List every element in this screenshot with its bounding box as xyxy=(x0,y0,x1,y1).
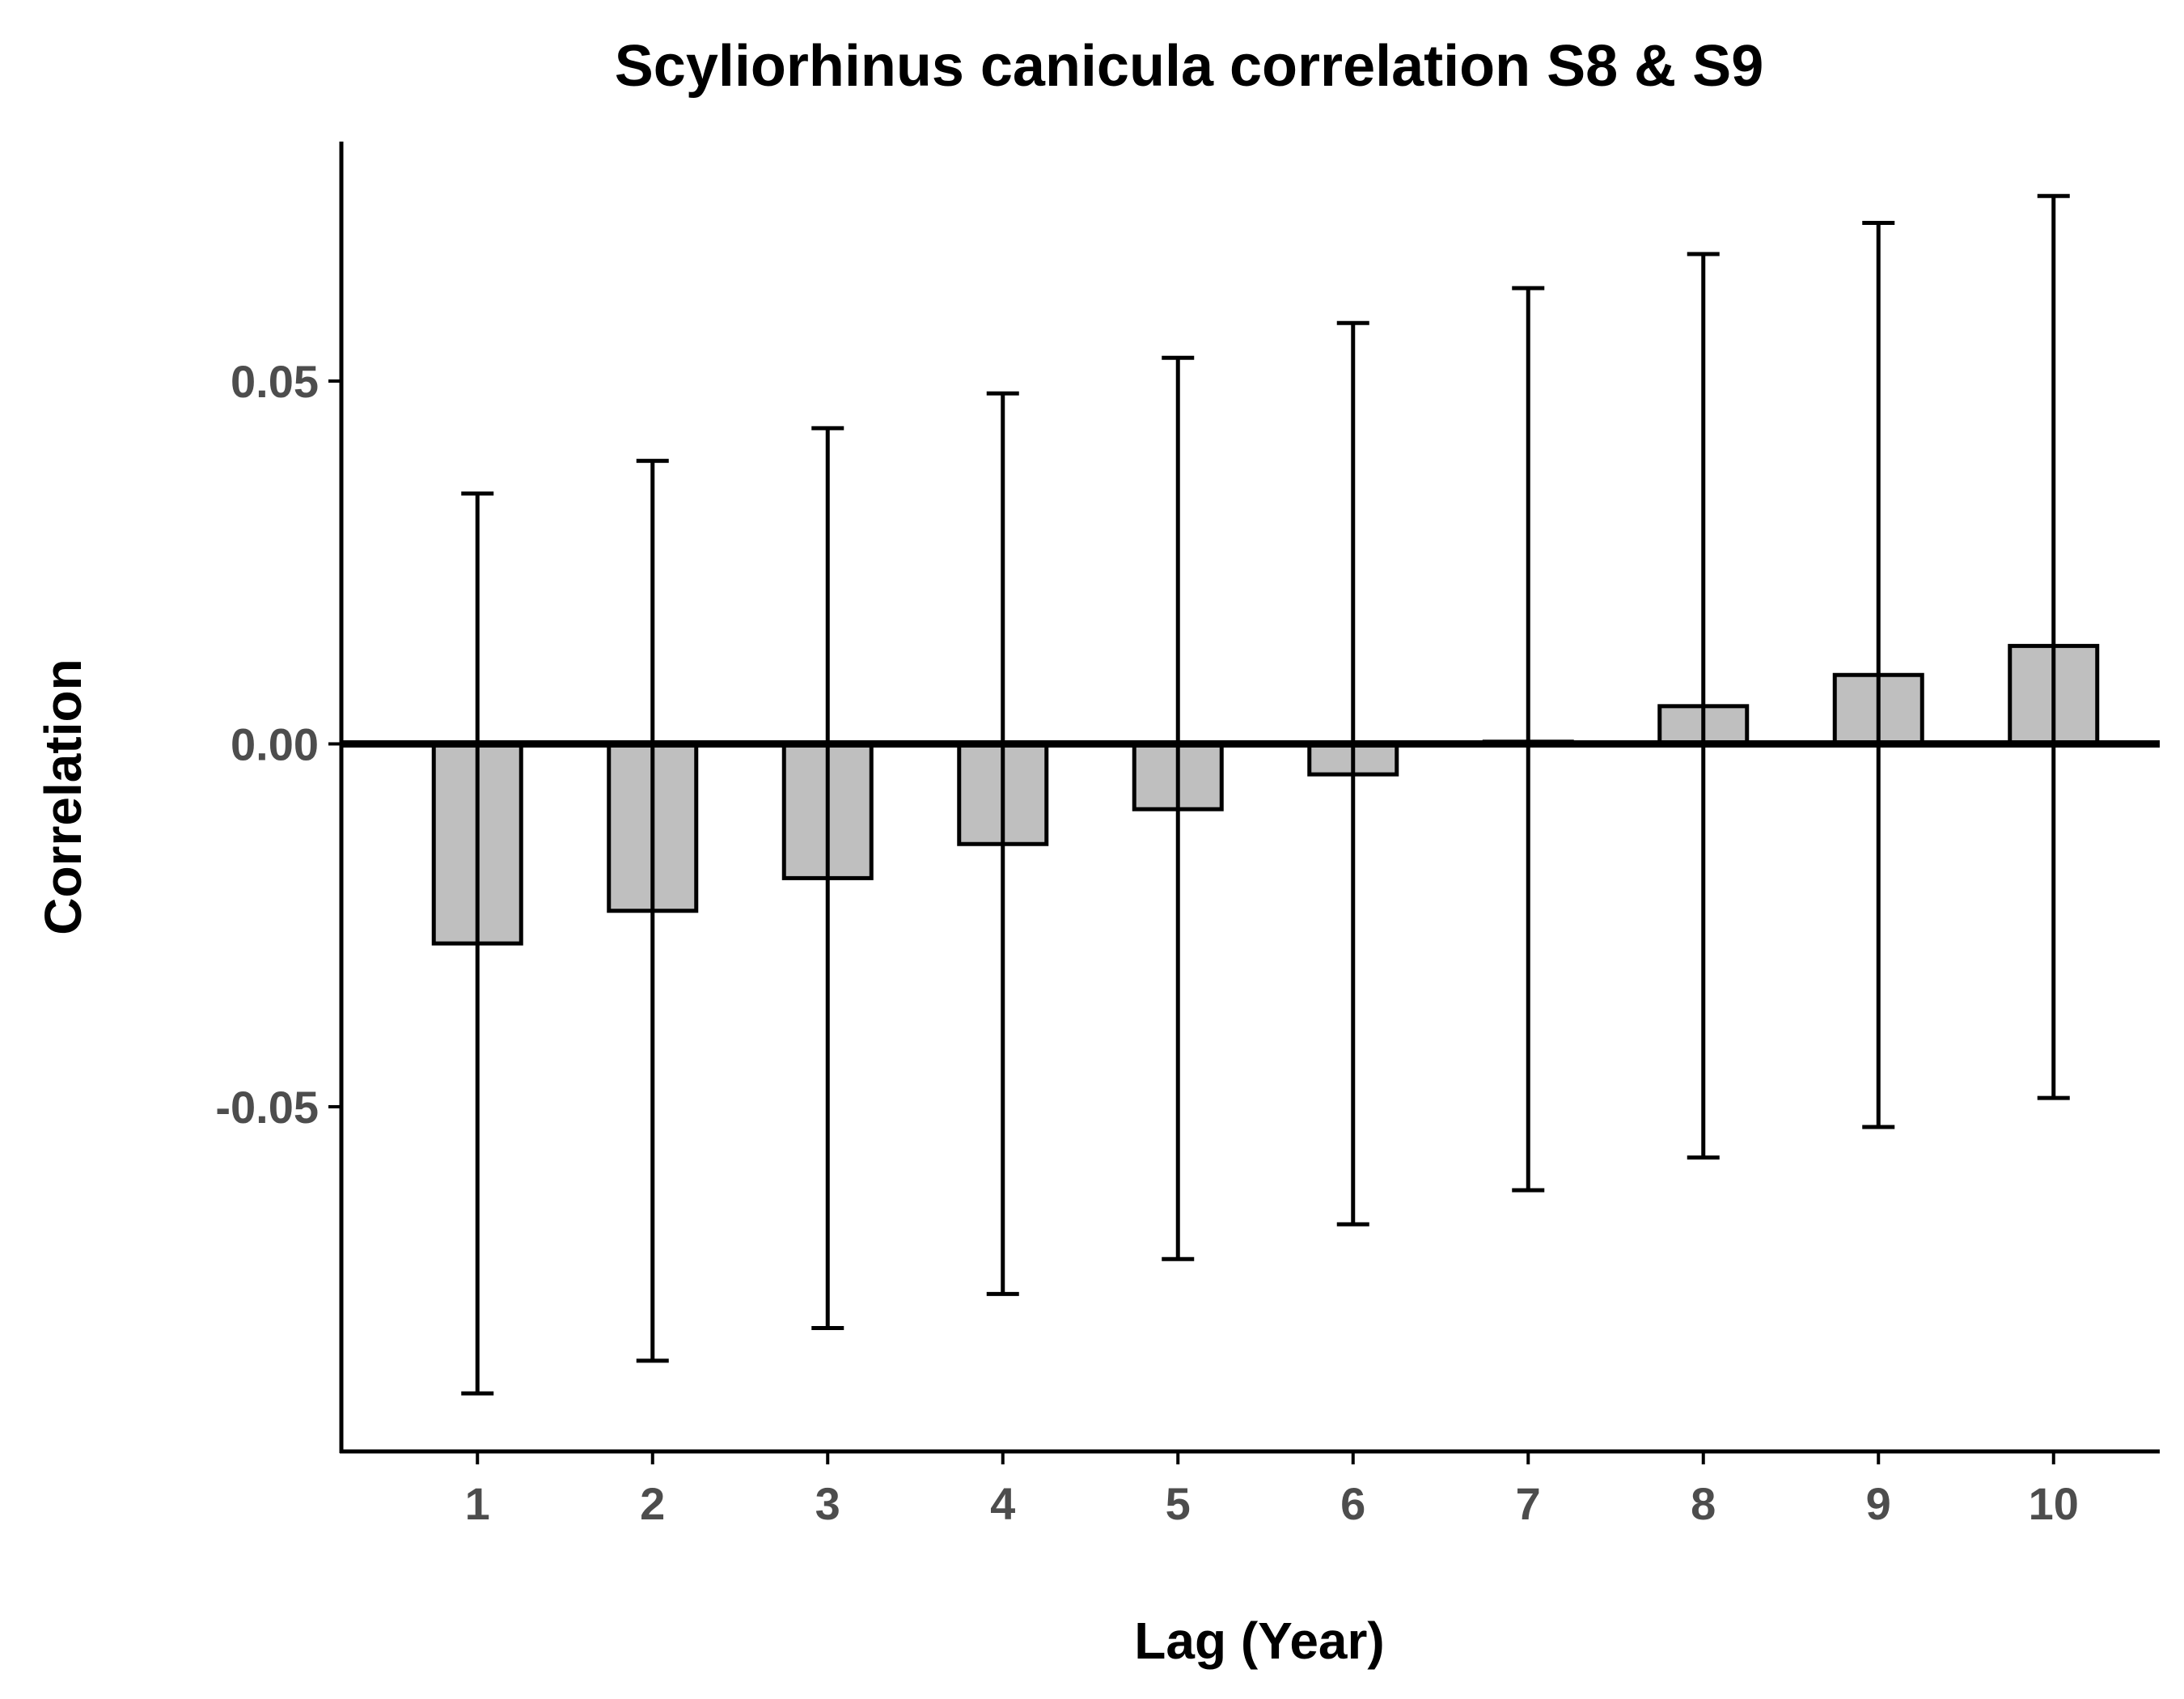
x-tick-label: 10 xyxy=(2029,1478,2079,1529)
x-axis-title: Lag (Year) xyxy=(1134,1612,1384,1670)
x-tick-label: 1 xyxy=(465,1478,490,1529)
x-tick-label: 7 xyxy=(1516,1478,1541,1529)
x-tick-label: 2 xyxy=(640,1478,665,1529)
y-tick-label: 0.00 xyxy=(231,718,319,769)
y-tick-label: 0.05 xyxy=(231,356,319,407)
chart-title: Scyliorhinus canicula correlation S8 & S… xyxy=(615,34,1764,99)
x-tick-label: 6 xyxy=(1340,1478,1365,1529)
y-tick-label: -0.05 xyxy=(215,1082,319,1133)
plot-area: -0.05 0.00 0.05 1 2 3 4 5 6 7 8 9 10 xyxy=(215,142,2160,1529)
x-tick-label: 8 xyxy=(1691,1478,1716,1529)
x-tick-label: 9 xyxy=(1866,1478,1891,1529)
x-tick-label: 4 xyxy=(990,1478,1015,1529)
x-tick-label: 5 xyxy=(1166,1478,1191,1529)
x-tick-label: 3 xyxy=(815,1478,840,1529)
y-axis-title: Correlation xyxy=(34,659,92,934)
